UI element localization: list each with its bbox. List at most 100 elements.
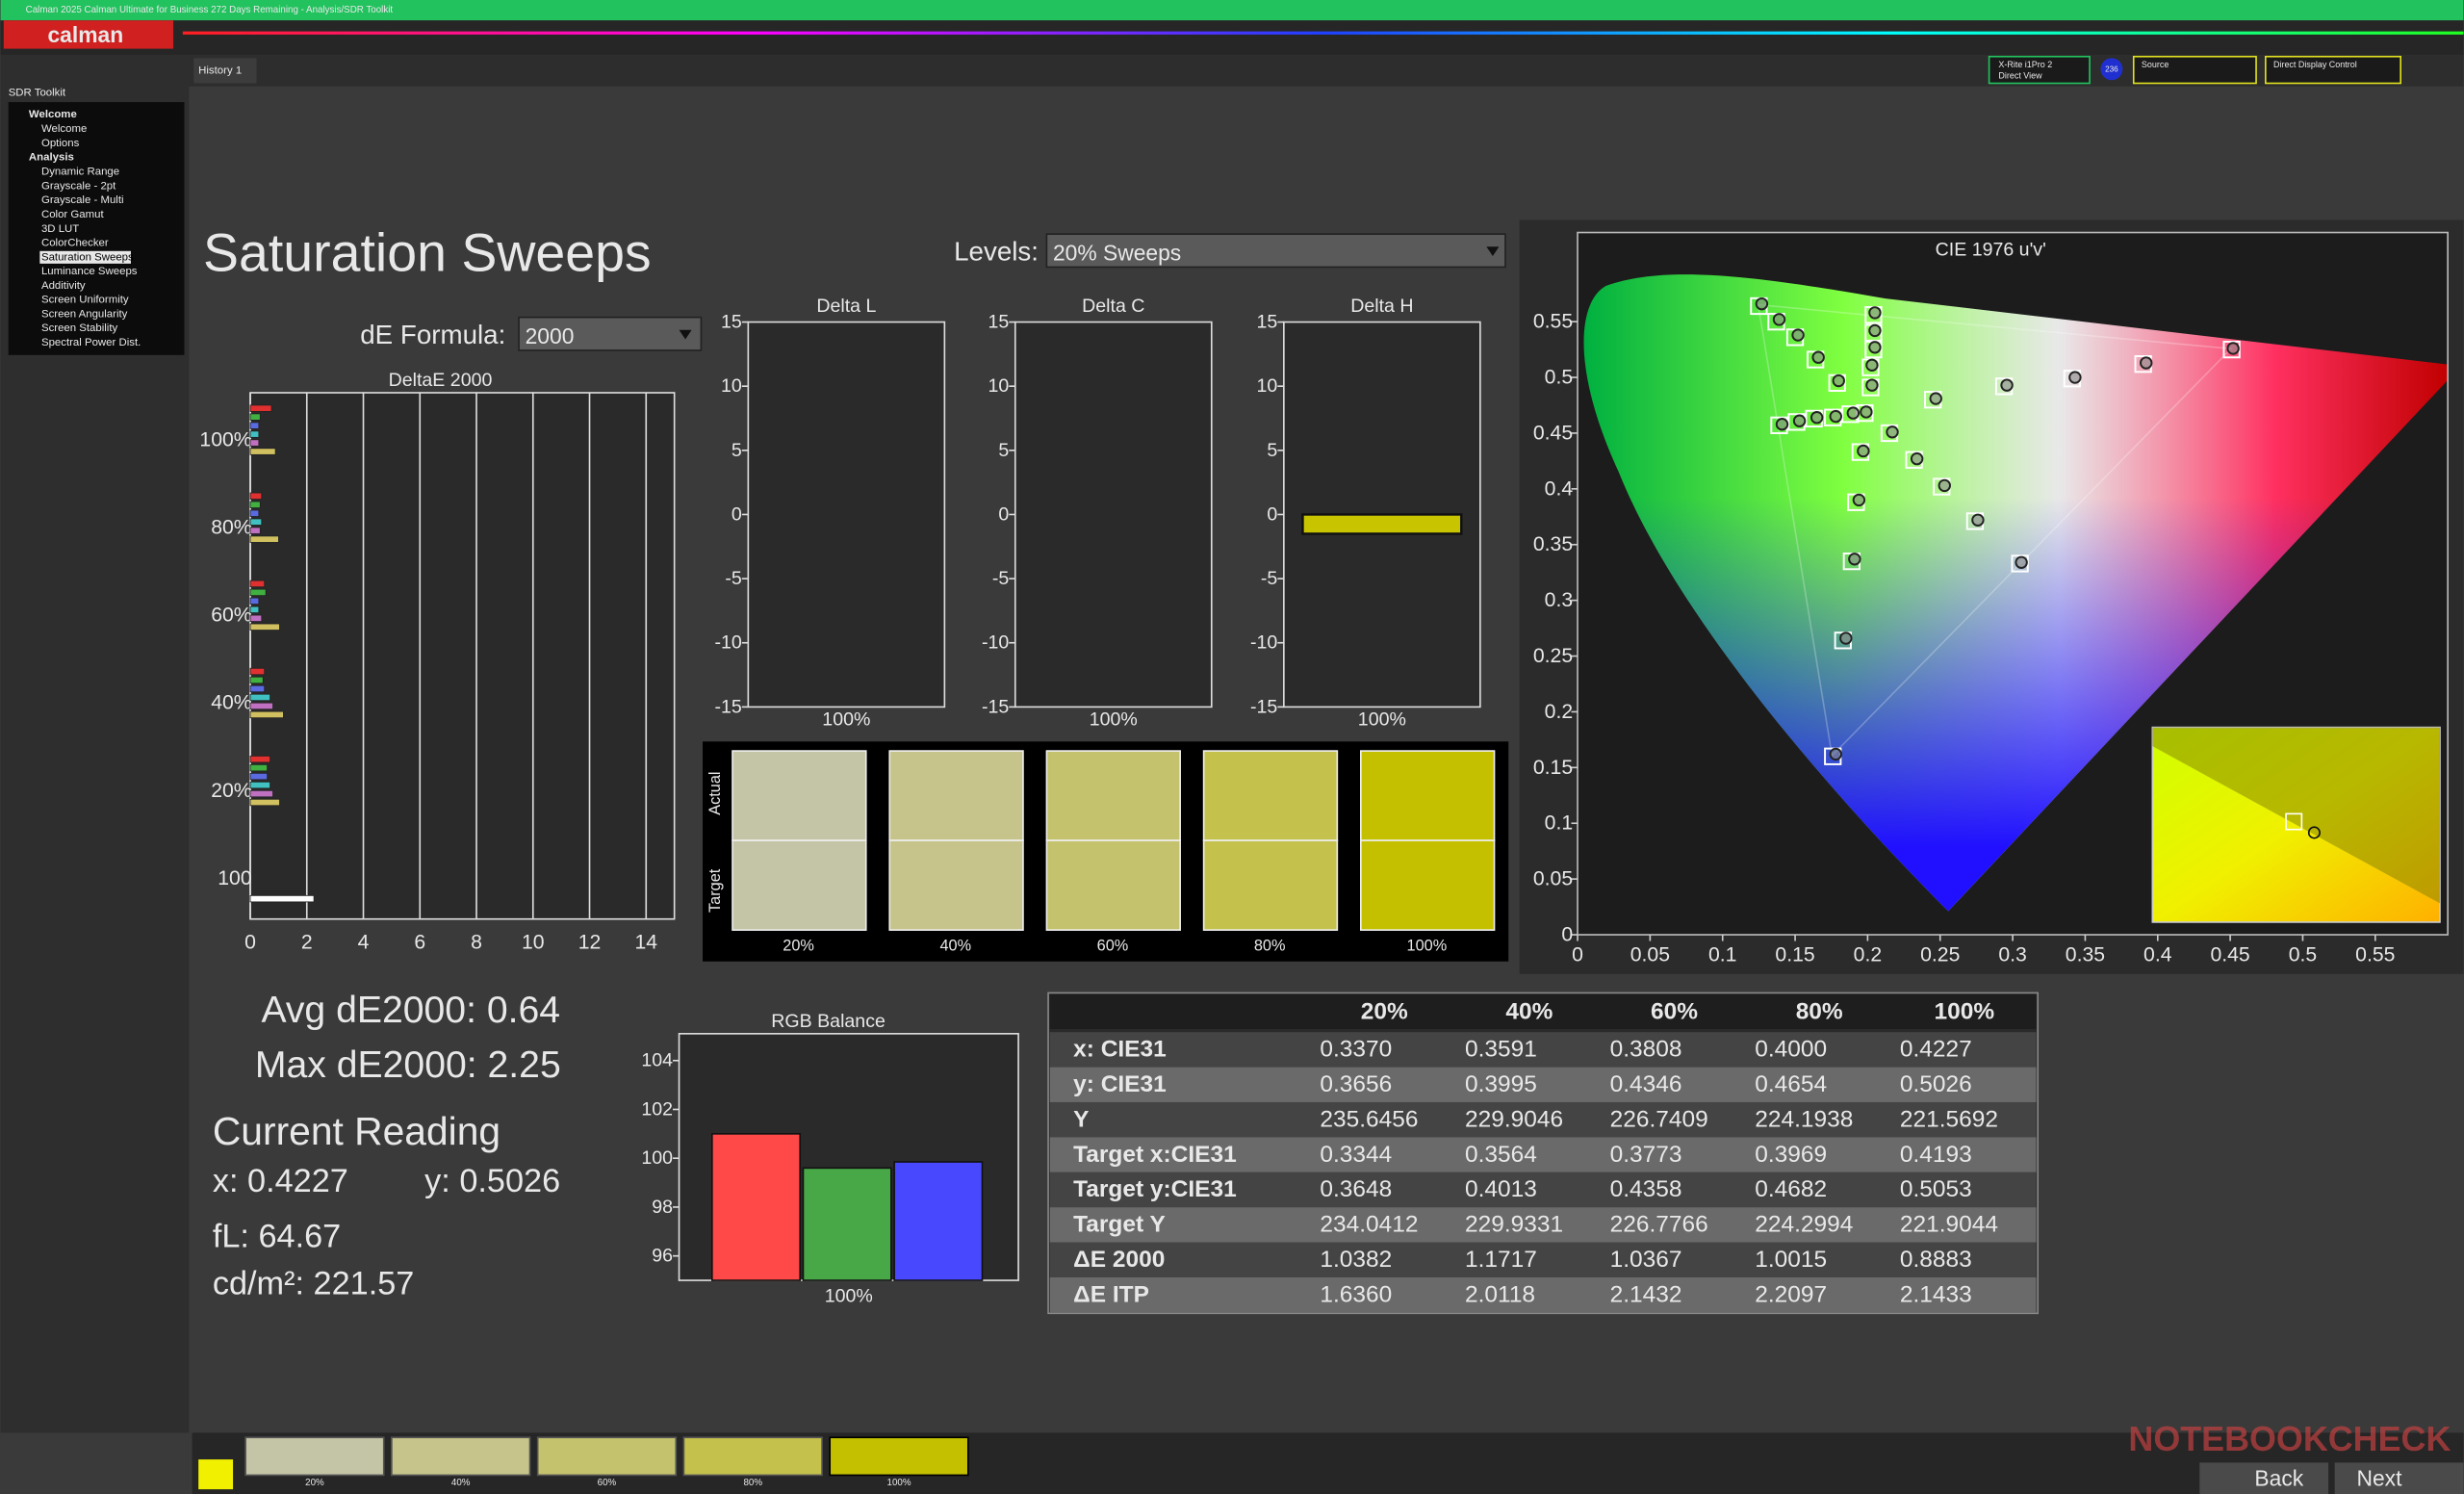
x-tick-label: 6 [414,932,425,954]
measured-point [2001,379,2012,390]
x-tick-label: 100% [1358,708,1406,730]
max-de: Max dE2000: 2.25 [255,1044,561,1086]
bar [250,580,265,587]
bar [250,449,275,455]
y-tick-label: 98 [652,1197,673,1218]
chart-title: Delta H [1350,296,1413,317]
x-tick-label: 0.55 [2355,944,2395,966]
tree-item[interactable]: Welcome [41,123,87,135]
measured-point [1840,632,1851,643]
table-cell: 0.3591 [1465,1037,1537,1063]
swatch-label: 80% [1254,937,1286,954]
actual-label: Actual [706,771,724,814]
y-tick-label: 0.25 [1533,645,1573,667]
swatch-target [732,840,866,930]
y-tick-label: 0 [1267,503,1277,525]
measured-point [1869,325,1880,336]
measured-point [2015,557,2026,568]
menu-bar [1,20,2464,55]
row-label: Y [1073,1106,1089,1132]
strip-label: 20% [305,1478,324,1488]
y-tick-label: 15 [721,312,742,333]
x-tick-label: 2 [301,932,313,954]
y-tick-label: 96 [652,1246,673,1267]
source-label: Source [2142,60,2169,69]
bar [250,694,270,701]
tree-group[interactable]: Welcome [29,109,77,120]
bar [250,756,270,762]
tree-group[interactable]: Analysis [29,152,74,164]
y-tick-label: -5 [725,568,742,589]
measured-point [1812,352,1823,363]
strip-swatch[interactable] [683,1437,822,1475]
swatch-actual [1204,751,1338,840]
tree-item[interactable]: Screen Uniformity [41,295,129,306]
y-tick-label: 40% [211,692,252,714]
table-cell: 0.3370 [1320,1037,1392,1063]
tree-item[interactable]: Luminance Sweeps [41,266,138,277]
table-cell: 0.5026 [1900,1071,1972,1097]
bar [250,493,262,500]
strip-swatch[interactable] [538,1437,677,1475]
strip-swatch[interactable] [830,1437,968,1475]
measured-point [1811,412,1822,423]
x-tick-label: 0.4 [2143,944,2172,966]
strip-swatch[interactable] [245,1437,384,1475]
tree-item[interactable]: Screen Stability [41,322,118,334]
bar [250,685,265,692]
tree-item[interactable]: Grayscale - Multi [41,194,124,206]
tree-item[interactable]: Grayscale - 2pt [41,180,116,192]
watermark: NOTEBOOKCHECK [2128,1420,2451,1458]
strip-swatch[interactable] [392,1437,530,1475]
table-cell: 235.6456 [1320,1106,1418,1132]
tree-item[interactable]: Additivity [41,280,86,292]
measured-point [1869,342,1880,352]
measured-point [2227,343,2238,353]
reading-title: Current Reading [213,1109,500,1153]
badge-label: 236 [2105,64,2118,73]
tree-item[interactable]: Options [41,138,80,149]
measured-point [1861,406,1871,417]
sidebar-title: SDR Toolkit [9,87,66,98]
tree-item[interactable]: Saturation Sweeps [41,251,134,263]
y-tick-label: 15 [988,312,1009,333]
x-tick-label: 12 [578,932,602,954]
table-cell: 1.0015 [1755,1247,1827,1273]
y-tick-label: 10 [721,375,742,397]
table-cell: 0.3656 [1320,1071,1392,1097]
meter-name: X-Rite i1Pro 2 [1998,60,2052,69]
y-tick-label: -10 [982,632,1009,654]
table-cell: 0.8883 [1900,1247,1972,1273]
measured-point [1869,307,1880,318]
y-tick-label: -10 [1250,632,1277,654]
x-tick-label: 100% [1090,708,1138,730]
table-cell: 2.2097 [1755,1281,1827,1307]
table-cell: 0.3808 [1610,1037,1682,1063]
tree-item[interactable]: Dynamic Range [41,167,119,178]
table-cell: 1.0367 [1610,1247,1682,1273]
tree-item[interactable]: Screen Angularity [41,308,128,320]
column-header: 40% [1505,998,1553,1024]
y-tick-label: 20% [211,780,252,802]
bar [894,1162,982,1280]
tree-item[interactable]: 3D LUT [41,223,79,235]
measured-point [1866,379,1877,390]
plot-area [1015,322,1212,708]
y-tick-label: 5 [732,440,742,461]
logo: calman [47,22,123,47]
table-cell: 229.9046 [1465,1106,1563,1132]
y-tick-label: 0.4 [1545,477,1574,500]
tree-item[interactable]: ColorChecker [41,238,109,249]
bar [250,677,263,683]
table-cell: 0.4193 [1900,1142,1972,1168]
tree-item[interactable]: Color Gamut [41,209,104,220]
swatch-label: 60% [1097,937,1129,954]
tree-item[interactable]: Spectral Power Dist. [41,337,141,348]
table-cell: 0.3969 [1755,1142,1827,1168]
y-tick-label: -10 [715,632,742,654]
table-cell: 0.5053 [1900,1176,1972,1202]
table-cell: 226.7766 [1610,1212,1708,1238]
formula-value: 2000 [526,323,575,348]
formula-label: dE Formula: [360,320,505,349]
